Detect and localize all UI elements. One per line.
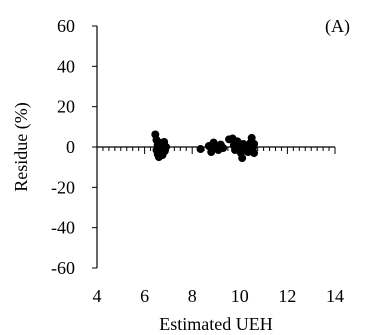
y-axis-title: Residue (%) (11, 102, 32, 191)
data-point (250, 149, 259, 158)
panel-label: (A) (325, 16, 350, 37)
x-tick-label: 4 (93, 286, 102, 306)
data-point (247, 133, 256, 142)
x-tick-label: 14 (326, 286, 344, 306)
x-tick-label: 8 (188, 286, 197, 306)
data-point (238, 154, 247, 163)
y-tick-label: -40 (51, 218, 75, 238)
data-point (250, 139, 259, 148)
data-point (154, 141, 163, 150)
data-point (207, 148, 216, 157)
data-point (219, 144, 228, 153)
y-tick-label: 60 (57, 16, 75, 36)
x-axis: 4 6 8 10 12 14 (93, 146, 344, 306)
y-tick-label: 0 (66, 137, 75, 157)
data-point (162, 143, 171, 151)
y-tick-label: -60 (51, 258, 75, 278)
x-tick-label: 6 (140, 286, 149, 306)
y-axis: 60 40 20 0 -20 -40 -60 (51, 16, 98, 278)
y-tick-label: 40 (57, 56, 75, 76)
y-tick-label: -20 (51, 177, 75, 197)
x-axis-title: Estimated UEH (159, 314, 272, 334)
x-tick-label: 12 (278, 286, 296, 306)
data-points (151, 130, 259, 163)
data-point (196, 145, 205, 154)
x-tick-label: 10 (231, 286, 249, 306)
y-tick-label: 20 (57, 97, 75, 117)
data-point (158, 151, 167, 160)
